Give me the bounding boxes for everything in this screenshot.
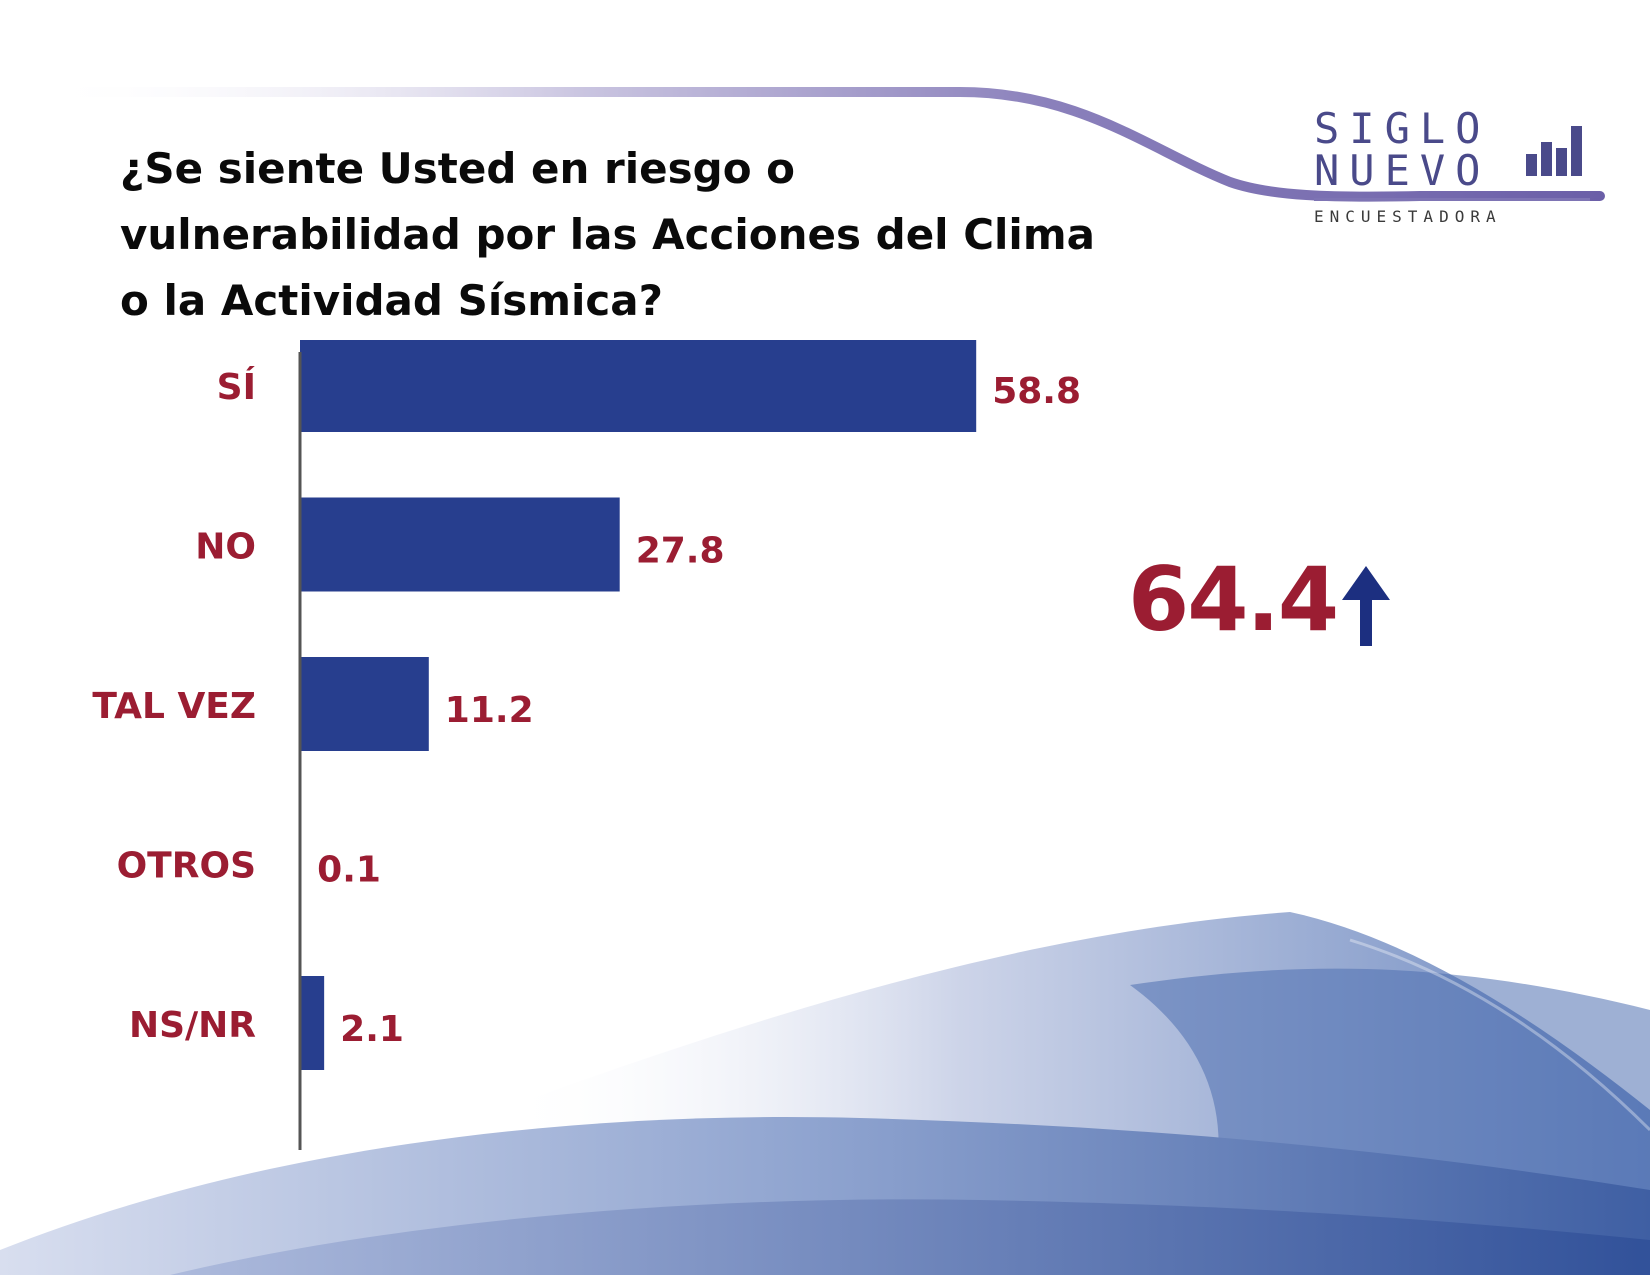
- category-label: TAL VEZ: [92, 686, 256, 727]
- value-label: 27.8: [636, 531, 725, 572]
- logo-bar-icon: [1556, 148, 1567, 176]
- category-label: OTROS: [117, 846, 256, 887]
- bar-4: [300, 976, 325, 1070]
- value-label: 2.1: [340, 1009, 404, 1050]
- logo-line-2: NUEVO: [1314, 146, 1491, 195]
- logo-line-1: SIGLO: [1314, 104, 1491, 153]
- bar-0: [300, 340, 977, 432]
- category-label: NS/NR: [129, 1005, 256, 1046]
- summary-value: 64.4: [1128, 548, 1339, 651]
- chart-title: ¿Se siente Usted en riesgo o vulnerabili…: [120, 144, 1095, 325]
- category-label: SÍ: [217, 366, 256, 408]
- logo-bar-icon: [1541, 142, 1552, 176]
- logo-bar-icon: [1526, 154, 1537, 176]
- value-label: 58.8: [992, 371, 1081, 412]
- logo-line-3: ENCUESTADORA: [1314, 207, 1502, 226]
- logo-rule: [1314, 198, 1590, 201]
- bar-1: [300, 497, 620, 592]
- category-label: NO: [195, 527, 256, 568]
- value-label: 0.1: [317, 850, 381, 891]
- logo-bar-icon: [1571, 126, 1582, 176]
- arrow-up-icon: [1342, 566, 1390, 646]
- value-label: 11.2: [445, 690, 534, 731]
- bar-2: [300, 657, 429, 751]
- siglo-nuevo-logo: SIGLO NUEVO ENCUESTADORA: [1300, 76, 1590, 236]
- bar-chart: SÍ 58.8 NO 27.8 TAL VEZ 11.2 OTROS 0.1 NS/NR 2.1: [92, 340, 1081, 1150]
